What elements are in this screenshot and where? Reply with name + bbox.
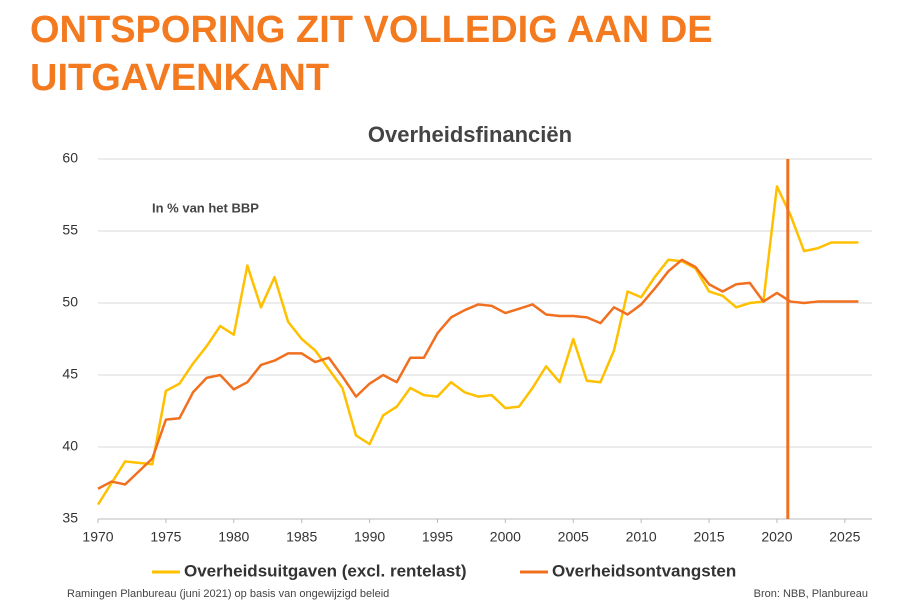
slide-title-line: UITGAVENKANT xyxy=(30,57,329,99)
y-tick-label: 60 xyxy=(62,150,78,166)
x-tick-label: 1995 xyxy=(422,529,453,545)
x-tick-label: 1985 xyxy=(286,529,317,545)
source: Bron: NBB, Planbureau xyxy=(754,588,868,600)
x-tick-label: 1980 xyxy=(218,529,249,545)
y-tick-label: 35 xyxy=(62,510,78,526)
slide-title-line: ONTSPORING ZIT VOLLEDIG AAN DE xyxy=(30,9,713,51)
x-tick-label: 2000 xyxy=(490,529,521,545)
y-tick-label: 50 xyxy=(62,294,78,310)
x-tick-label: 2010 xyxy=(626,529,657,545)
series-line xyxy=(97,258,859,490)
x-tick-label: 2015 xyxy=(693,529,724,545)
annotation: In % van het BBP xyxy=(152,200,259,215)
x-tick-label: 1970 xyxy=(82,529,113,545)
footnote: Ramingen Planbureau (juni 2021) op basis… xyxy=(67,588,389,600)
x-tick-label: 2005 xyxy=(558,529,589,545)
legend-label: Overheidsontvangsten xyxy=(552,561,736,580)
y-tick-label: 55 xyxy=(62,222,78,238)
x-tick-label: 2020 xyxy=(761,529,792,545)
series-line xyxy=(96,185,859,506)
x-tick-label: 1975 xyxy=(150,529,181,545)
x-tick-label: 2025 xyxy=(829,529,860,545)
legend-label: Overheidsuitgaven (excl. rentelast) xyxy=(184,561,467,580)
y-tick-label: 45 xyxy=(62,366,78,382)
y-tick-label: 40 xyxy=(62,438,78,454)
x-tick-label: 1990 xyxy=(354,529,385,545)
chart-title: Overheidsfinanciën xyxy=(368,122,572,147)
